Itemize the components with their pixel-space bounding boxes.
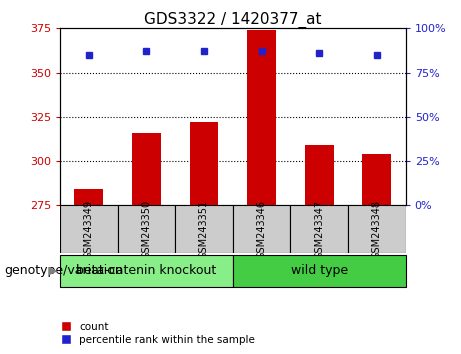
Text: genotype/variation: genotype/variation xyxy=(5,264,124,277)
FancyBboxPatch shape xyxy=(348,205,406,253)
Bar xyxy=(74,189,103,205)
FancyBboxPatch shape xyxy=(290,205,348,253)
Bar xyxy=(362,154,391,205)
Bar xyxy=(305,145,334,205)
Bar xyxy=(132,133,161,205)
Text: GSM243349: GSM243349 xyxy=(84,200,94,259)
FancyBboxPatch shape xyxy=(60,255,233,287)
Text: wild type: wild type xyxy=(291,264,348,277)
FancyBboxPatch shape xyxy=(233,255,406,287)
FancyBboxPatch shape xyxy=(118,205,175,253)
Title: GDS3322 / 1420377_at: GDS3322 / 1420377_at xyxy=(144,12,322,28)
Text: beta-catenin knockout: beta-catenin knockout xyxy=(76,264,217,277)
Text: GSM243347: GSM243347 xyxy=(314,200,324,259)
FancyBboxPatch shape xyxy=(60,205,118,253)
Text: GSM243346: GSM243346 xyxy=(257,200,266,259)
FancyBboxPatch shape xyxy=(233,205,290,253)
Text: GSM243350: GSM243350 xyxy=(142,200,151,259)
Text: GSM243348: GSM243348 xyxy=(372,200,382,259)
FancyBboxPatch shape xyxy=(175,205,233,253)
Text: GSM243351: GSM243351 xyxy=(199,200,209,259)
Text: ▶: ▶ xyxy=(49,266,57,276)
Bar xyxy=(189,122,219,205)
Bar xyxy=(247,30,276,205)
Legend: count, percentile rank within the sample: count, percentile rank within the sample xyxy=(51,317,260,349)
